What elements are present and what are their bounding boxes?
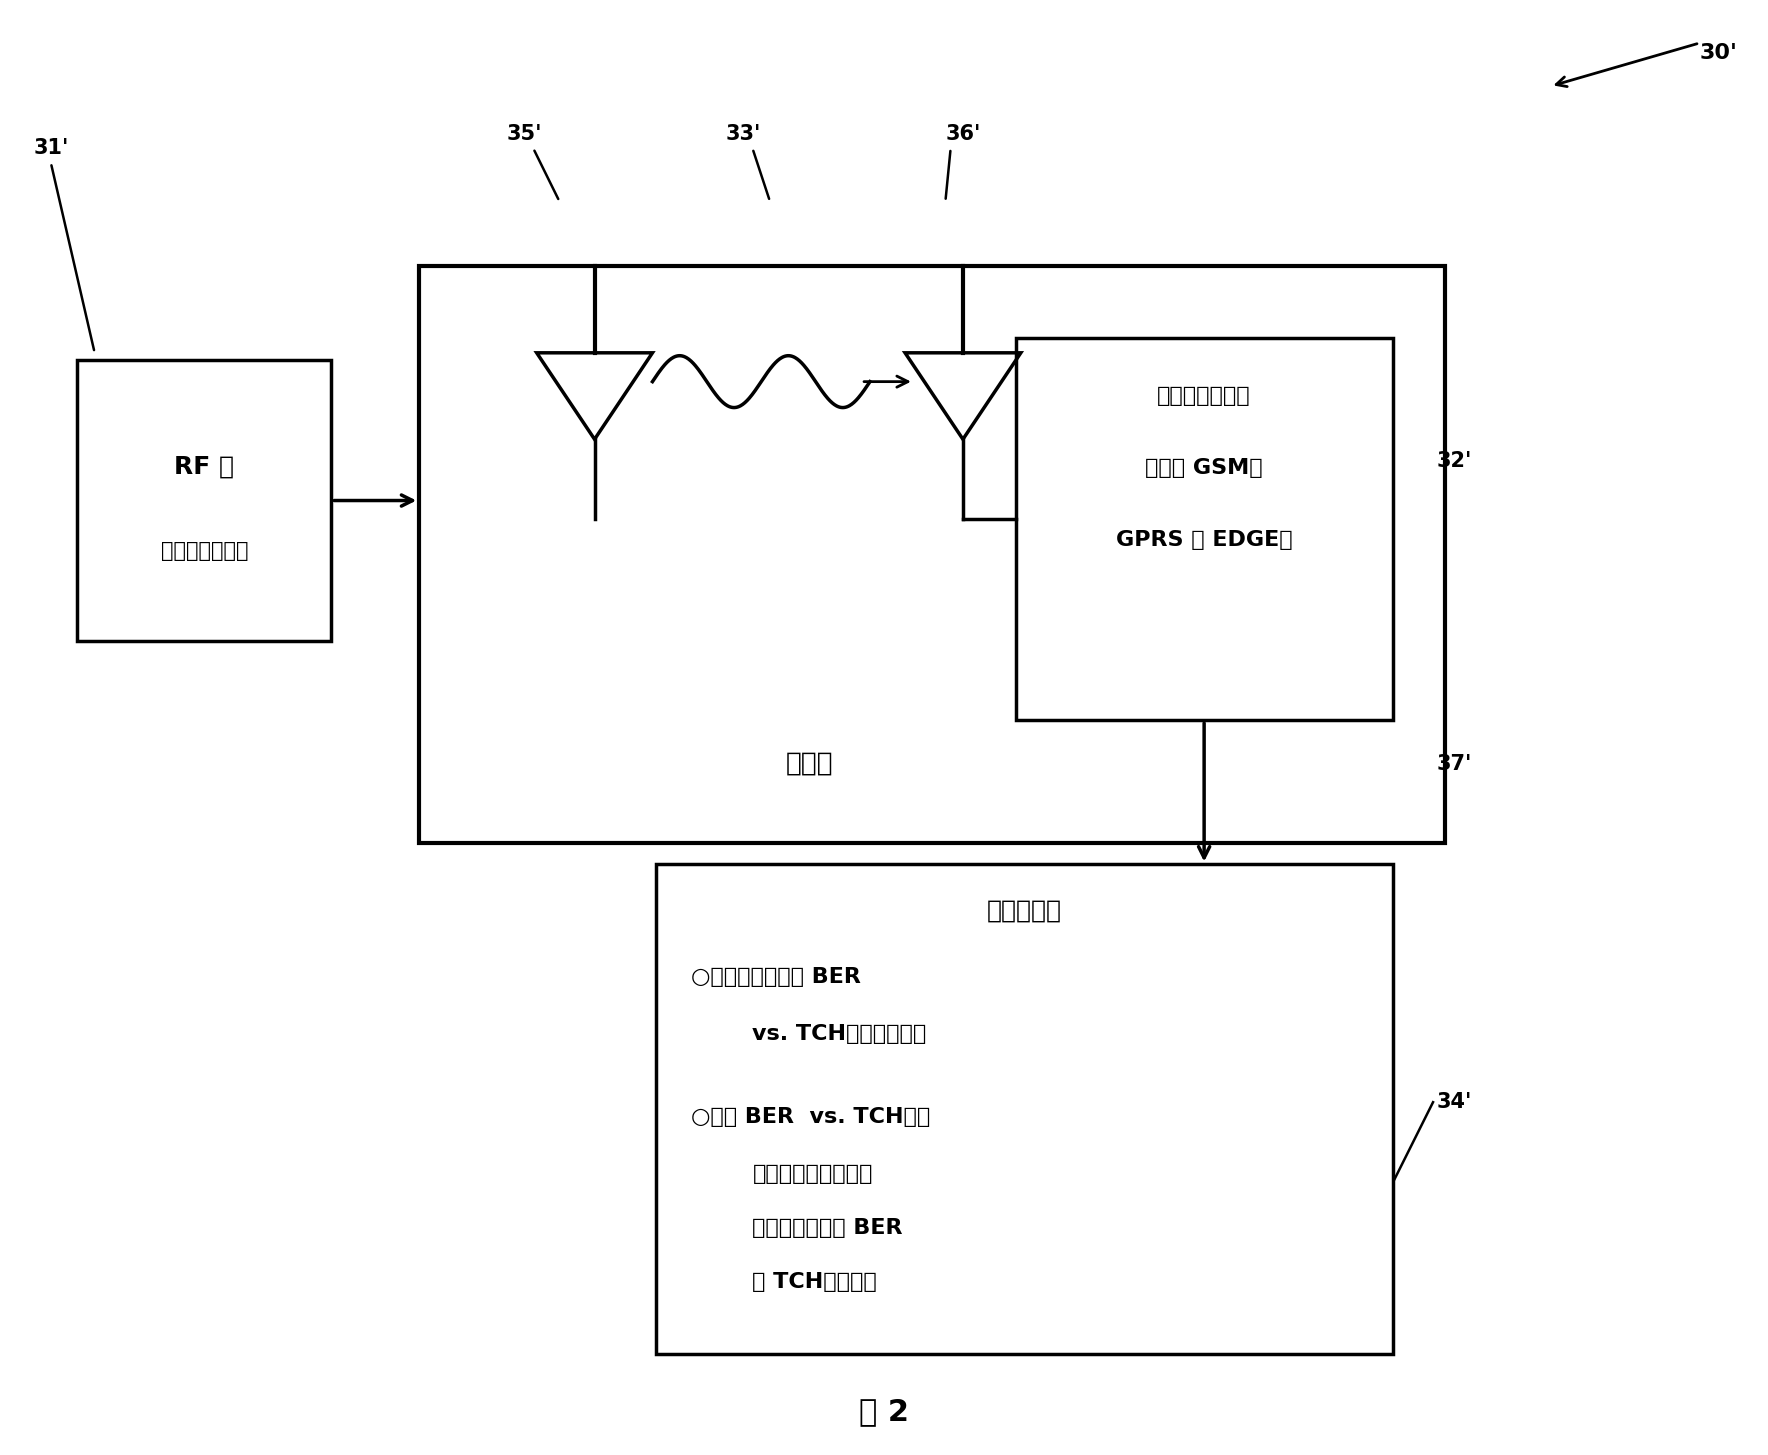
Bar — [78, 359, 331, 642]
Text: 35': 35' — [507, 124, 543, 144]
Text: 电平函数来确定随后: 电平函数来确定随后 — [753, 1164, 873, 1184]
Text: （基站仿真器）: （基站仿真器） — [161, 541, 248, 562]
Text: GPRS 、 EDGE）: GPRS 、 EDGE） — [1116, 530, 1292, 550]
Text: 手持设备接收机: 手持设备接收机 — [1158, 386, 1252, 406]
Text: 30': 30' — [1699, 44, 1738, 63]
Text: 34': 34' — [1437, 1093, 1473, 1112]
Bar — [656, 864, 1393, 1355]
Bar — [419, 266, 1444, 842]
Text: 图 2: 图 2 — [859, 1398, 909, 1426]
Text: ○确定初始信道的 BER: ○确定初始信道的 BER — [691, 966, 861, 986]
Text: （例如 GSM、: （例如 GSM、 — [1146, 458, 1262, 479]
Text: 测试控制器: 测试控制器 — [987, 899, 1063, 922]
Text: 消声室: 消声室 — [785, 751, 833, 777]
Text: 37': 37' — [1437, 754, 1473, 774]
Text: 36': 36' — [946, 124, 981, 144]
Text: 33': 33' — [727, 124, 762, 144]
Text: 31': 31' — [34, 138, 69, 159]
Text: 的 TCH功率电平: 的 TCH功率电平 — [753, 1272, 877, 1292]
Text: ○使用 BER  vs. TCH功率: ○使用 BER vs. TCH功率 — [691, 1107, 930, 1126]
Text: 信道中所希望的 BER: 信道中所希望的 BER — [753, 1218, 903, 1238]
Text: 32': 32' — [1437, 451, 1473, 471]
Text: RF 源: RF 源 — [175, 455, 235, 479]
Text: vs. TCH功率电平函数: vs. TCH功率电平函数 — [753, 1024, 926, 1045]
Bar — [1015, 339, 1393, 720]
